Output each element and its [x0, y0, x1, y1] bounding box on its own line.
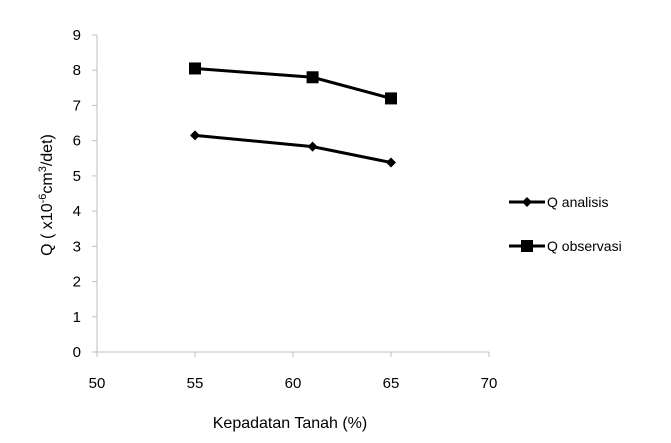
y-tick-label: 6 [73, 133, 81, 150]
series-line-1 [194, 66, 392, 100]
x-axis-title: Kepadatan Tanah (%) [213, 415, 367, 432]
y-tick-label: 1 [73, 309, 81, 326]
x-tick-label: 70 [481, 375, 498, 392]
x-tick-label: 65 [383, 375, 400, 392]
y-axis-title-suffix: /det) [39, 134, 56, 166]
series-line-0 [194, 133, 392, 164]
y-tick-label: 0 [73, 344, 81, 361]
x-tick-label: 50 [89, 375, 106, 392]
y-axis-ticks: 0 1 2 3 4 5 6 7 8 9 [73, 27, 97, 361]
y-axis-title-exp1: -6 [37, 194, 49, 204]
legend-label: Q observasi [547, 238, 622, 254]
y-axis-title: Q ( x10-6cm3/det) [37, 134, 56, 256]
y-tick-label: 8 [73, 62, 81, 79]
y-tick-label: 2 [73, 274, 81, 291]
series-layer [189, 62, 397, 168]
data-point [190, 130, 200, 141]
y-tick-label: 4 [73, 203, 81, 220]
x-tick-label: 55 [187, 375, 204, 392]
legend-marker [521, 240, 533, 252]
y-axis-title-exp2: 3 [37, 166, 49, 172]
y-tick-label: 5 [73, 168, 81, 185]
y-tick-label: 9 [73, 27, 81, 44]
y-axis-title-prefix: Q ( x10 [39, 203, 56, 256]
data-point [306, 71, 319, 84]
x-axis-ticks: 50 55 60 65 70 [89, 352, 498, 392]
data-point [189, 62, 201, 75]
x-tick-label: 60 [285, 375, 302, 392]
y-axis-title-mid: cm [39, 172, 56, 193]
y-tick-label: 3 [73, 238, 81, 255]
data-point [385, 92, 397, 105]
data-point [386, 157, 396, 168]
legend-marker [522, 197, 532, 207]
data-point [307, 141, 318, 152]
y-tick-label: 7 [73, 97, 81, 114]
legend-label: Q analisis [547, 194, 608, 210]
legend: Q analisis Q observasi [509, 194, 622, 254]
